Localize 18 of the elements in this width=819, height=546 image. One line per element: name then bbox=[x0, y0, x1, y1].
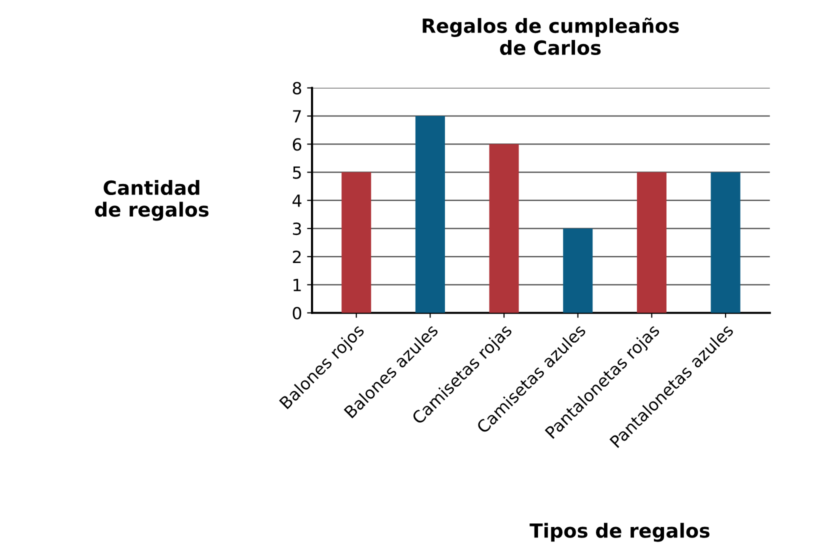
y-tick-label: 3 bbox=[292, 222, 301, 236]
y-tick-label: 2 bbox=[292, 250, 301, 263]
bar bbox=[563, 228, 593, 313]
y-tick-label: 8 bbox=[292, 82, 302, 94]
chart-title: Regalos de cumpleaños de Carlos bbox=[422, 18, 679, 55]
bar bbox=[636, 172, 666, 313]
bar bbox=[415, 116, 445, 313]
y-axis-title: Cantidad de regalos bbox=[95, 180, 209, 221]
y-tick-label: 1 bbox=[294, 278, 301, 292]
bar bbox=[710, 172, 740, 313]
y-tick-label: 0 bbox=[292, 306, 302, 320]
bar bbox=[342, 172, 372, 313]
y-tick-label: 6 bbox=[292, 138, 302, 151]
bar bbox=[489, 144, 519, 313]
x-axis-title: Tipos de regalos bbox=[530, 522, 710, 542]
y-tick-label: 7 bbox=[293, 110, 301, 122]
y-tick-label: 5 bbox=[293, 166, 301, 179]
y-tick-label: 4 bbox=[292, 194, 302, 207]
